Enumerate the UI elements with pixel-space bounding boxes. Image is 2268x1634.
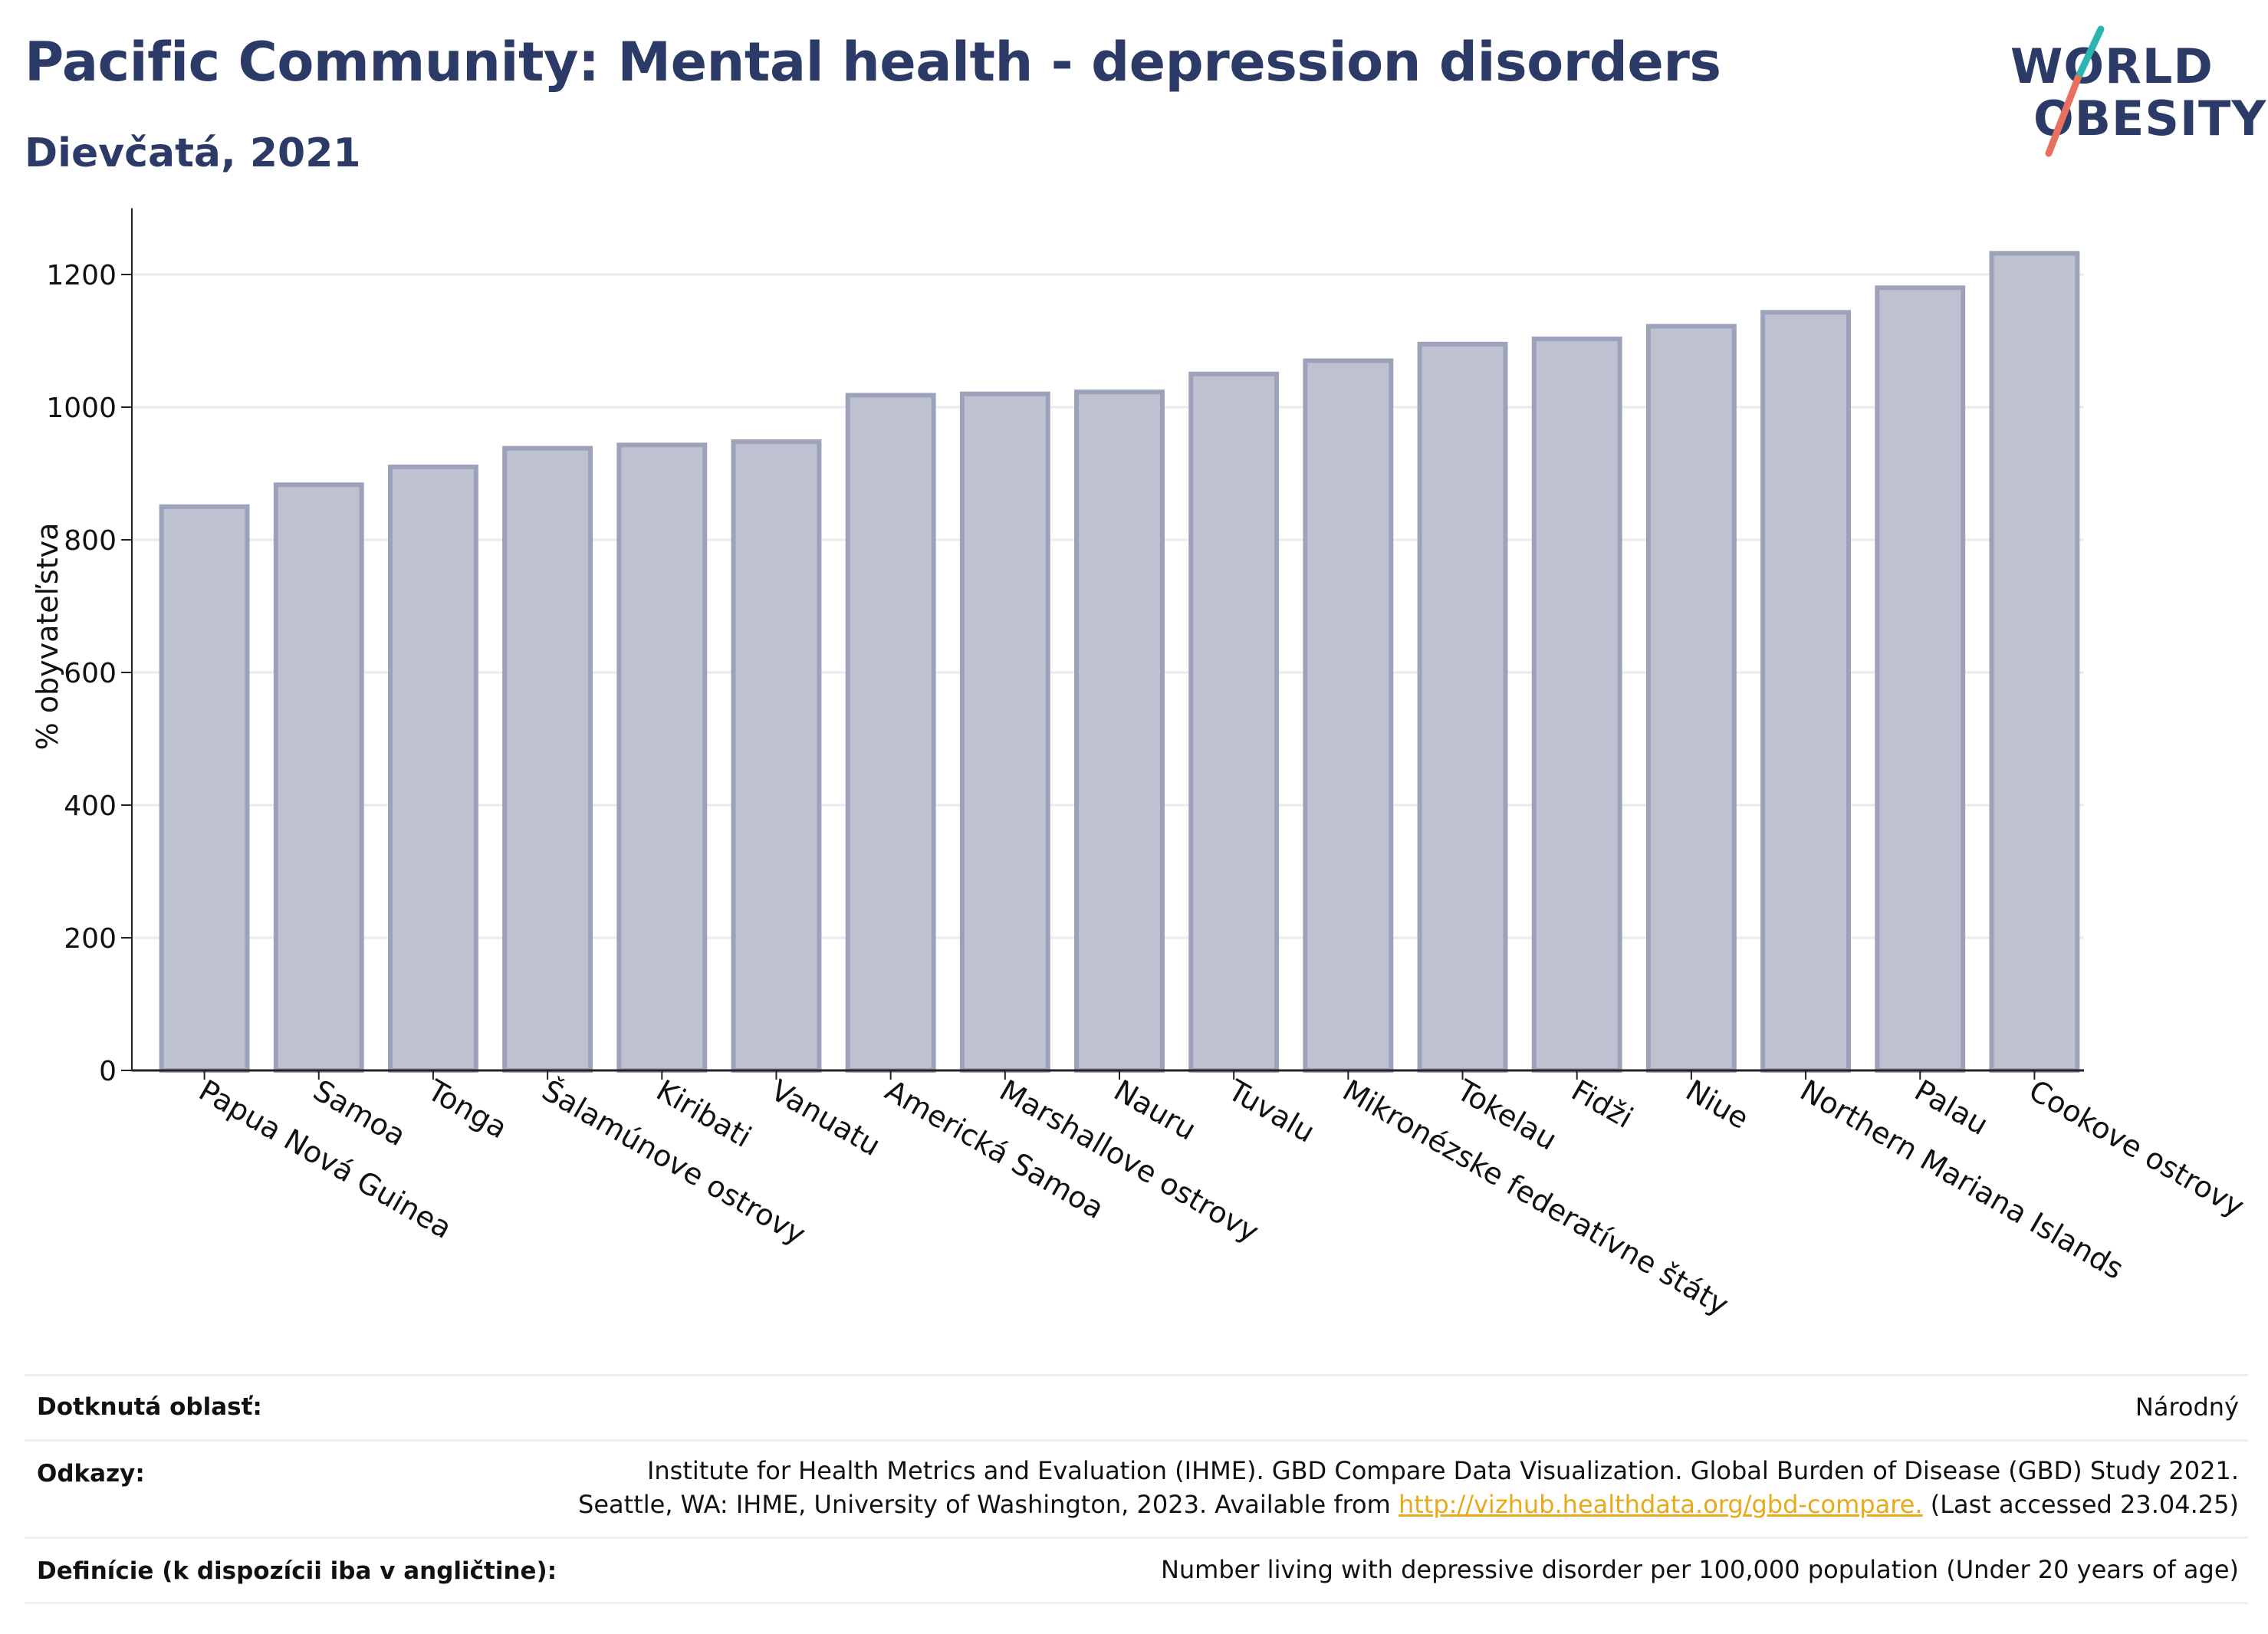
x-tick-label: Nauru: [1109, 1073, 1202, 1147]
chart-footer: Dotknutá oblasť: Národný Odkazy: Institu…: [25, 1374, 2248, 1604]
bar: [1645, 324, 1737, 1073]
footer-references-label: Odkazy:: [37, 1460, 145, 1488]
footer-row-area: Dotknutá oblasť: Národný: [25, 1374, 2248, 1439]
y-tick-label-400: 400: [64, 791, 117, 822]
y-tick-label-1000: 1000: [46, 393, 117, 424]
y-tick-label-0: 0: [99, 1056, 117, 1087]
x-tick-label: Niue: [1680, 1073, 1754, 1136]
bar: [1989, 251, 2080, 1073]
footer-row-definitions: Definície (k dispozícii iba v angličtine…: [25, 1537, 2248, 1604]
x-tick-label: Cookove ostrovy: [2023, 1073, 2250, 1224]
x-tick-label: Americká Samoa: [879, 1073, 1109, 1226]
footer-references-link[interactable]: http://vizhub.healthdata.org/gbd-compare…: [1398, 1490, 1923, 1519]
bar: [1531, 336, 1622, 1073]
x-tick-label: Vanuatu: [765, 1073, 886, 1162]
footer-definitions-label: Definície (k dispozícii iba v angličtine…: [37, 1557, 557, 1585]
bar: [959, 391, 1050, 1073]
footer-definitions-value: Number living with depressive disorder p…: [1160, 1555, 2239, 1584]
bar: [502, 445, 593, 1073]
footer-references-prefix: Seattle, WA: IHME, University of Washing…: [578, 1490, 1399, 1519]
x-tick-label: Tuvalu: [1222, 1073, 1320, 1149]
bar: [1303, 358, 1394, 1073]
chart-subtitle: Dievčatá, 2021: [25, 130, 361, 176]
chart-title: Pacific Community: Mental health - depre…: [25, 31, 1721, 94]
y-tick-label-1200: 1200: [46, 260, 117, 291]
y-tick-labels: 0 200 400 600 800 1000 1200: [46, 260, 117, 1087]
bar: [1417, 341, 1508, 1073]
x-tick-label: Palau: [1909, 1073, 1994, 1142]
bar: [1074, 390, 1165, 1073]
bar: [159, 504, 250, 1073]
y-tick-label-800: 800: [64, 525, 117, 557]
bar: [388, 464, 478, 1073]
bar: [1875, 285, 1966, 1073]
world-obesity-logo: WORLD OBESITY: [1994, 23, 2266, 161]
axes: [121, 208, 2084, 1080]
y-tick-label-200: 200: [64, 923, 117, 955]
bar: [273, 482, 364, 1073]
bar: [1760, 310, 1852, 1073]
footer-row-references: Odkazy: Institute for Health Metrics and…: [25, 1439, 2248, 1537]
bar-chart: 0 200 400 600 800 1000 1200 Papua Nová GuineaS…: [46, 208, 2250, 1322]
bars: [159, 251, 2080, 1073]
bar: [616, 442, 708, 1073]
logo-text-world: WORLD: [2010, 38, 2214, 94]
footer-references-text: Institute for Health Metrics and Evaluat…: [578, 1454, 2239, 1521]
x-tick-label: Mikronézske federatívne štáty: [1337, 1073, 1734, 1322]
footer-area-value: Národný: [2135, 1392, 2239, 1422]
bar: [845, 393, 936, 1073]
footer-references-suffix: (Last accessed 23.04.25): [1922, 1490, 2239, 1519]
bar: [731, 439, 822, 1073]
logo-slash-icon: [2045, 25, 2105, 157]
footer-references-line1: Institute for Health Metrics and Evaluat…: [646, 1456, 2239, 1485]
x-tick-label: Fidži: [1566, 1073, 1639, 1135]
x-tick-label: Tonga: [422, 1073, 513, 1145]
footer-area-label: Dotknutá oblasť:: [37, 1393, 262, 1421]
footer-references-line2: Seattle, WA: IHME, University of Washing…: [578, 1488, 2239, 1521]
y-tick-label-600: 600: [64, 658, 117, 689]
bar: [1188, 371, 1280, 1073]
